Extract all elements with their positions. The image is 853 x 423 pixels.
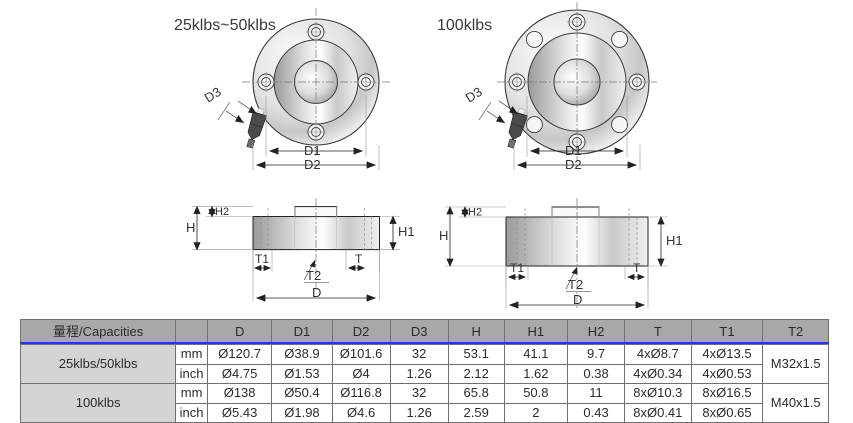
svg-text:D1: D1 [565, 143, 582, 158]
svg-text:T: T [633, 261, 641, 275]
svg-text:D: D [573, 292, 582, 307]
svg-text:H1: H1 [666, 233, 683, 248]
svg-text:H2: H2 [468, 207, 482, 219]
svg-text:D3: D3 [202, 84, 224, 106]
svg-text:H2: H2 [215, 206, 229, 218]
svg-text:D2: D2 [304, 157, 321, 172]
svg-text:T2: T2 [568, 277, 583, 292]
svg-text:T1: T1 [510, 261, 524, 275]
svg-text:T2: T2 [306, 268, 321, 283]
svg-text:D3: D3 [463, 84, 485, 106]
svg-text:T1: T1 [255, 252, 269, 266]
svg-text:H: H [186, 220, 195, 235]
svg-text:D: D [312, 285, 321, 300]
svg-text:D2: D2 [565, 157, 582, 172]
svg-text:T: T [355, 252, 363, 266]
svg-text:D1: D1 [304, 143, 321, 158]
svg-text:H: H [439, 228, 448, 243]
svg-text:H1: H1 [398, 224, 415, 239]
